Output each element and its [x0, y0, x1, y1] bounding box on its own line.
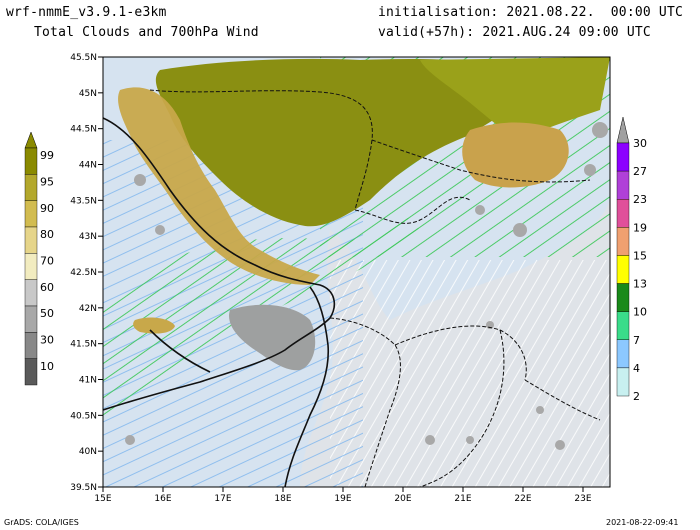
colorbar-cloud-swatch: [24, 147, 38, 175]
colorbar-wind-label: 19: [633, 221, 647, 234]
colorbar-wind-swatch: [616, 367, 630, 397]
lon-axis: 15E 16E 17E 18E 19E 20E 21E 22E 23E: [94, 487, 592, 504]
lat-tick-label: 43.5N: [70, 196, 97, 206]
colorbar-cloud-swatch: [24, 279, 38, 307]
colorbar-wind-swatch: [616, 255, 630, 284]
colorbar-wind-label: 13: [633, 278, 647, 291]
lat-tick-label: 44N: [79, 161, 97, 171]
colorbar-cloud-label: 99: [40, 149, 54, 162]
cloud-mid-coast: [118, 87, 320, 285]
colorbar-cloud-swatch: [24, 305, 38, 333]
lon-tick-label: 17E: [214, 494, 231, 504]
colorbar-wind-swatch: [616, 283, 630, 312]
colorbar-wind-swatch: [616, 339, 630, 369]
lat-tick-label: 41N: [79, 376, 97, 386]
colorbar-cloud-swatch: [24, 200, 38, 228]
colorbar-cloud-swatch: [24, 226, 38, 254]
footer-credit: GrADS: COLA/IGES: [4, 518, 79, 527]
colorbar-cloud-label: 80: [40, 228, 54, 241]
lon-tick-label: 21E: [454, 494, 471, 504]
cloud-high-ne: [420, 57, 610, 140]
model-title: wrf-nmmE_v3.9.1-e3km: [6, 5, 167, 20]
colorbar-wind-label: 27: [633, 165, 647, 178]
colorbar-cloud: 99 95 90 80 70 60 50 30 10: [24, 131, 54, 386]
lon-tick-label: 18E: [274, 494, 291, 504]
borders: [149, 89, 601, 487]
colorbar-wind-swatch: [616, 227, 630, 256]
lat-tick-label: 41.5N: [70, 340, 97, 350]
colorbar-cloud-swatch: [24, 358, 38, 386]
lon-tick-label: 16E: [154, 494, 171, 504]
lat-tick-label: 43N: [79, 232, 97, 242]
lat-tick-label: 45N: [79, 89, 97, 99]
colorbar-wind-label: 15: [633, 249, 647, 262]
cloud-scattered: [125, 122, 608, 450]
colorbar-cloud-label: 95: [40, 176, 54, 189]
lat-tick-label: 42N: [79, 304, 97, 314]
lat-tick-label: 39.5N: [70, 483, 97, 493]
colorbar-wind-swatch: [616, 199, 630, 228]
colorbar-wind-label: 30: [633, 137, 647, 150]
colorbar-wind: 30 27 23 19 15 13 10 7 4 2: [616, 116, 647, 403]
cloud-high-north: [155, 58, 531, 227]
colorbar-wind-label: 10: [633, 306, 647, 319]
lon-tick-label: 23E: [574, 494, 591, 504]
lat-tick-label: 40.5N: [70, 411, 97, 421]
lat-tick-label: 45.5N: [70, 53, 97, 63]
colorbar-cloud-swatch: [24, 332, 38, 359]
colorbar-wind-arrow: [616, 116, 630, 144]
colorbar-wind-label: 23: [633, 193, 647, 206]
colorbar-cloud-swatch: [24, 174, 38, 201]
lon-tick-label: 15E: [94, 494, 111, 504]
colorbar-wind-label: 7: [633, 334, 640, 347]
colorbar-cloud-label: 60: [40, 281, 54, 294]
colorbar-wind-swatch: [616, 170, 630, 200]
colorbar-cloud-arrow: [24, 131, 38, 149]
colorbar-cloud-label: 90: [40, 202, 54, 215]
wind-white-streamlines: [330, 260, 610, 487]
coastlines: [103, 117, 336, 487]
lat-tick-label: 44.5N: [70, 125, 97, 135]
lon-tick-label: 19E: [334, 494, 351, 504]
map-field: [103, 57, 610, 487]
colorbar-cloud-swatch: [24, 253, 38, 280]
lat-tick-label: 40N: [79, 447, 97, 457]
colorbar-wind-swatch: [616, 311, 630, 340]
footer-timestamp: 2021-08-22-09:41: [606, 518, 679, 527]
lon-tick-label: 22E: [514, 494, 531, 504]
lon-tick-label: 20E: [394, 494, 411, 504]
product-title: Total Clouds and 700hPa Wind: [34, 25, 259, 40]
cloud-mid-east: [462, 122, 569, 188]
lat-axis: 45.5N 45N 44.5N 44N 43.5N 43N 42.5N 42N 41.5N 41N…: [70, 53, 103, 493]
valid-time: valid(+57h): 2021.AUG.24 09:00 UTC: [378, 25, 651, 40]
colorbar-cloud-label: 70: [40, 255, 54, 268]
lat-tick-label: 42.5N: [70, 268, 97, 278]
colorbar-cloud-label: 30: [40, 334, 54, 347]
init-time: initialisation: 2021.08.22. 00:00 UTC: [378, 5, 684, 20]
colorbar-cloud-label: 10: [40, 360, 54, 373]
colorbar-wind-label: 4: [633, 362, 640, 375]
cloud-low-island: [229, 304, 316, 371]
cloud-mid-patch: [133, 317, 175, 334]
colorbar-wind-label: 2: [633, 390, 640, 403]
colorbar-wind-swatch: [616, 142, 630, 172]
colorbar-cloud-label: 50: [40, 307, 54, 320]
